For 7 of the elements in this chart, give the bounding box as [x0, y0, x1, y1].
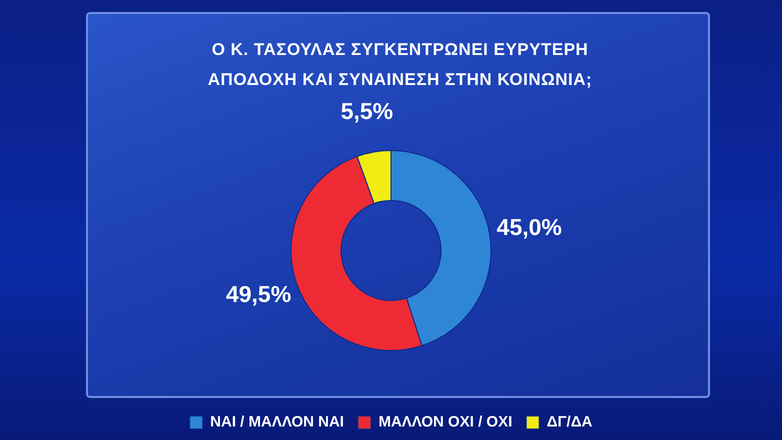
legend-label: ΔΓ/ΔΑ	[546, 414, 592, 431]
data-label: 45,0%	[496, 214, 562, 240]
chart-title: Ο Κ. ΤΑΣΟΥΛΑΣ ΣΥΓΚΕΝΤΡΩΝΕΙ ΕΥΡΥΤΕΡΗ ΑΠΟΔΟΧΗ ΚΑΙ ΣΥΝΑΙΝΕΣΗ ΣΤΗΝ ΚΟΙΝΩΝΙΑ;	[206, 39, 594, 91]
legend-label: ΜΑΛΛΟΝ ΟΧΙ / ΟΧΙ	[378, 414, 512, 431]
data-label: 5,5%	[340, 98, 394, 124]
legend-label: ΝΑΙ / ΜΑΛΛΟΝ ΝΑΙ	[210, 414, 344, 431]
data-label: 49,5%	[226, 281, 292, 308]
